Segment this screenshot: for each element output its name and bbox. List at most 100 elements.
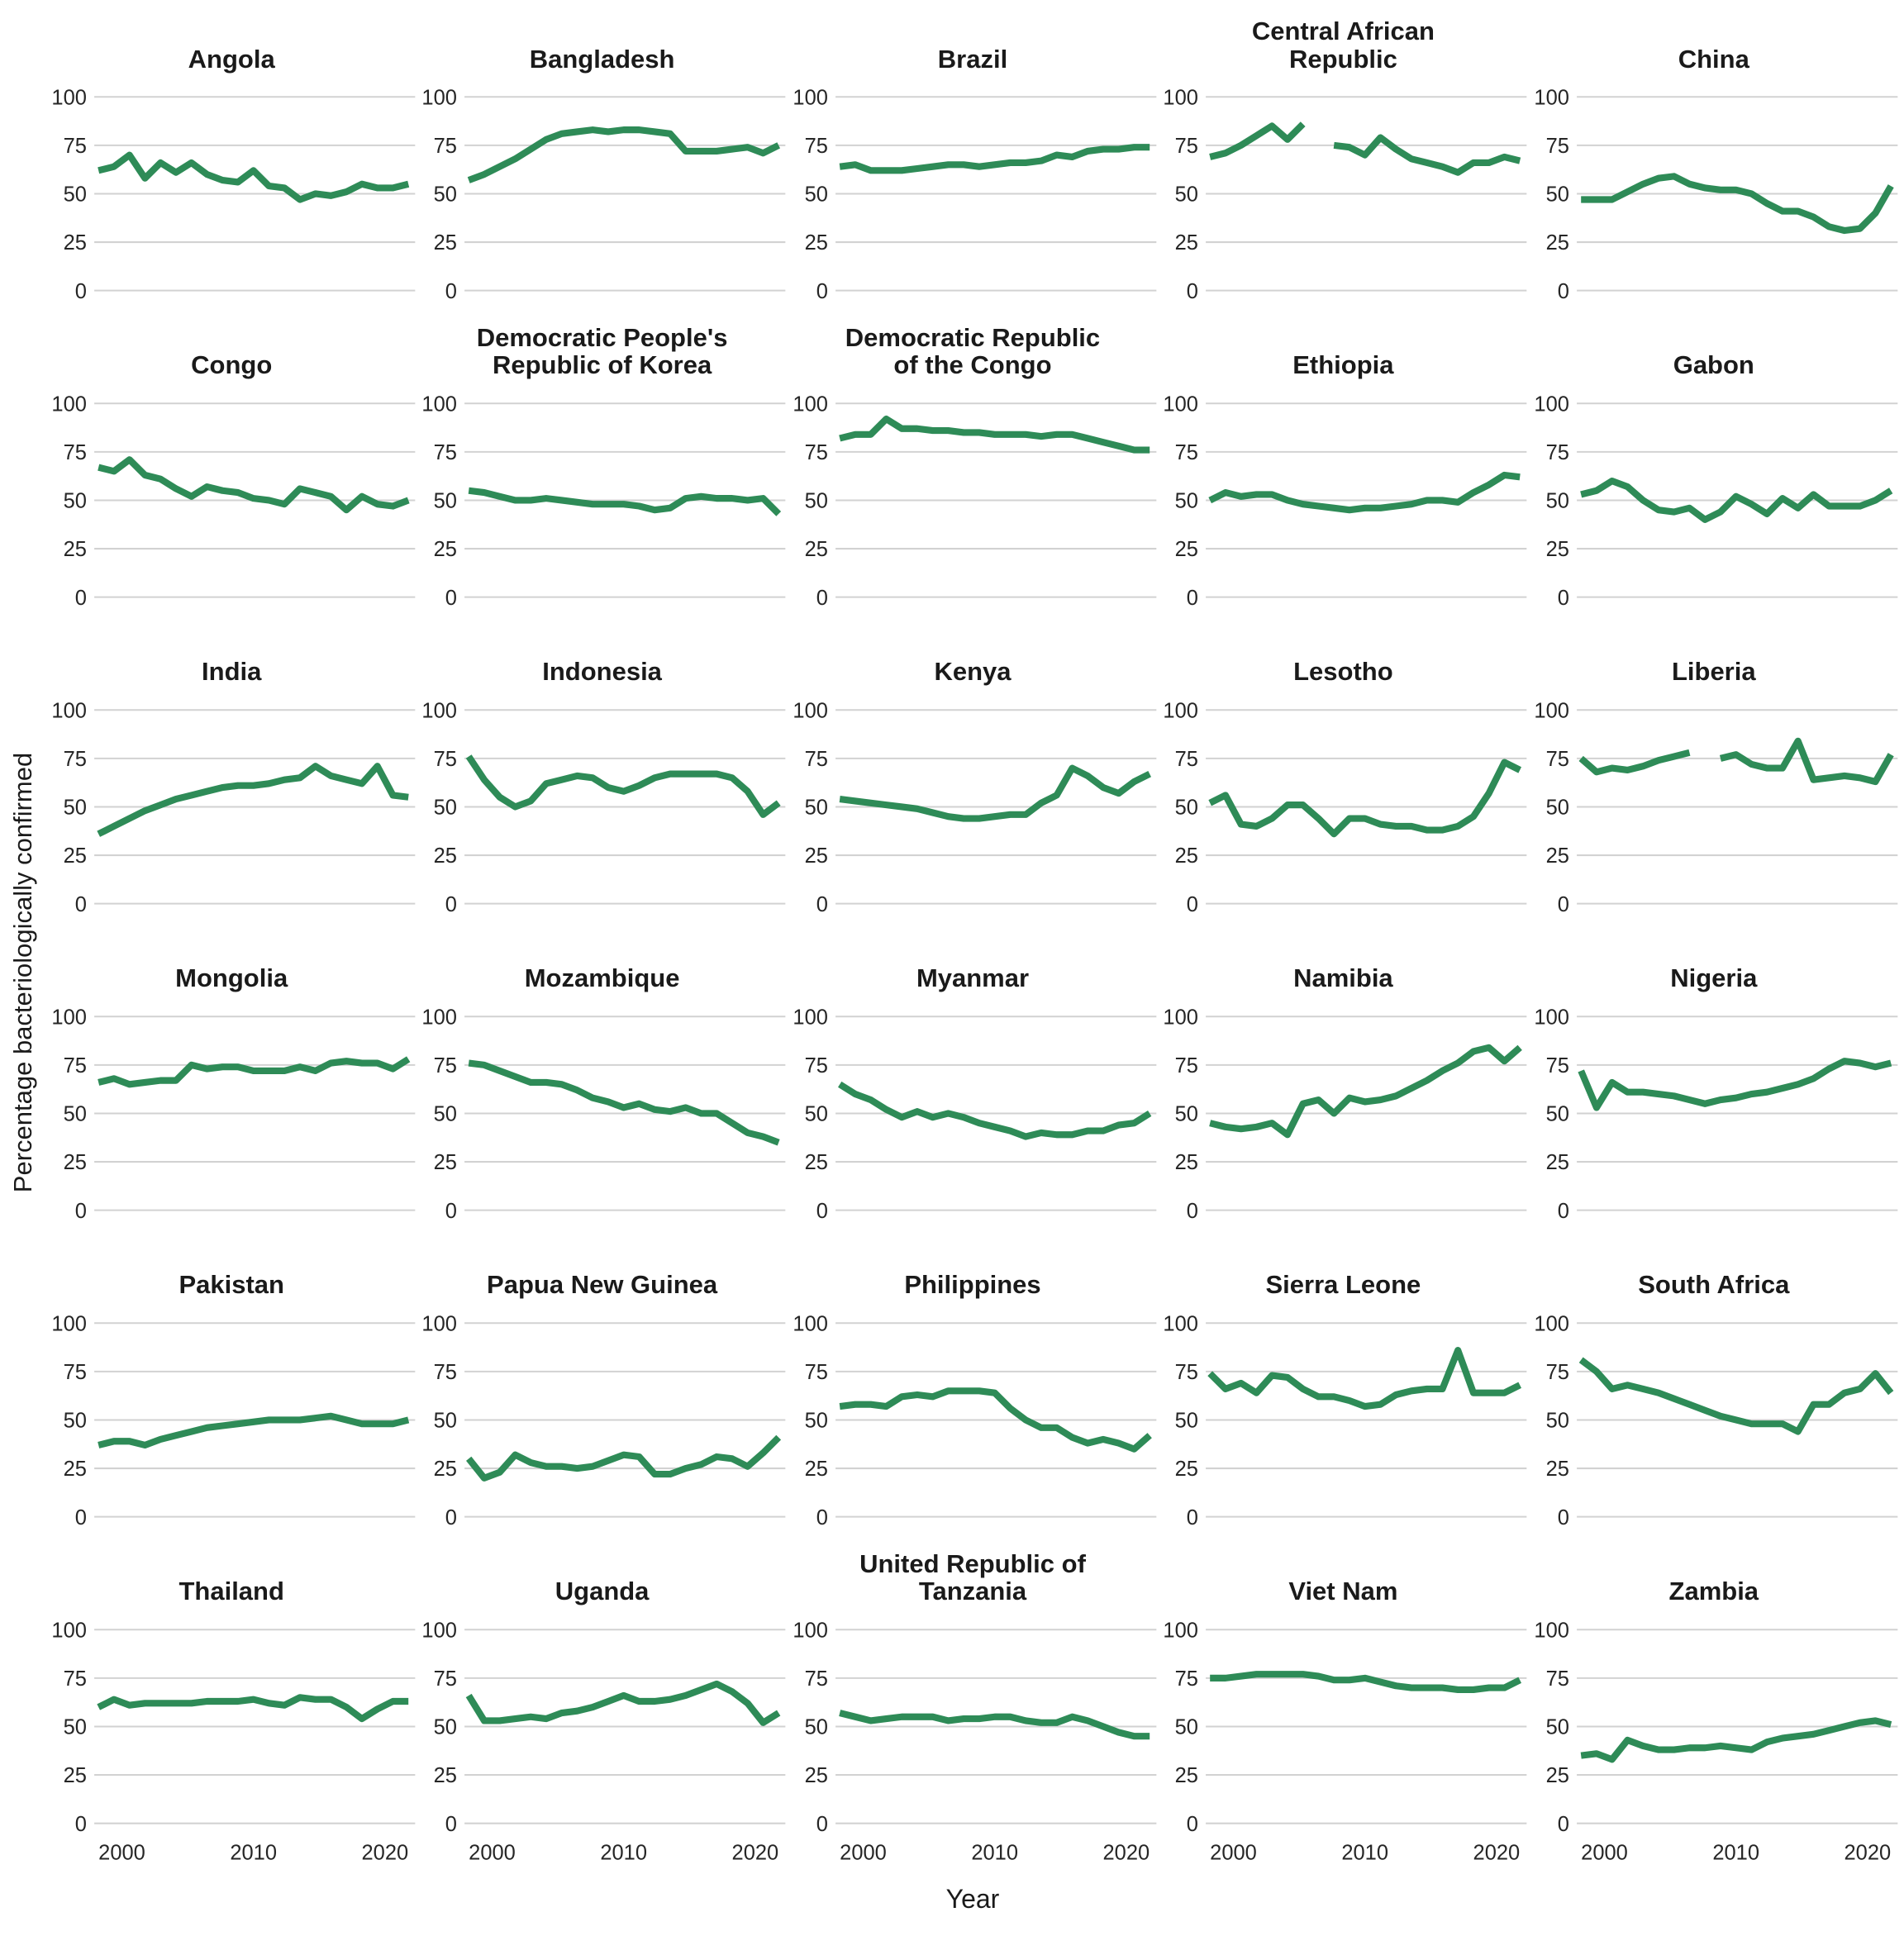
facet-china: China 0 25 50 75 100 xyxy=(1529,8,1899,303)
y-tick-label: 100 xyxy=(793,1312,828,1335)
facet-zambia: Zambia 0 25 50 75 100 2000 2010 2020 xyxy=(1529,1541,1899,1870)
line-chart-svg: 0 25 50 75 100 xyxy=(51,392,416,610)
facet-angola: Angola 0 25 50 75 100 xyxy=(46,8,416,303)
y-tick-label: 0 xyxy=(75,280,87,303)
y-tick-label: 50 xyxy=(1175,797,1198,820)
line-chart-svg: 0 25 50 75 100 xyxy=(422,1312,786,1529)
y-tick-label: 25 xyxy=(804,1151,827,1174)
y-tick-label: 50 xyxy=(64,1715,87,1739)
y-tick-label: 75 xyxy=(1175,748,1198,771)
y-tick-label: 25 xyxy=(804,1458,827,1481)
y-tick-label: 25 xyxy=(804,1764,827,1787)
y-tick-label: 100 xyxy=(51,392,86,416)
facet-uganda: Uganda 0 25 50 75 100 2000 2010 2020 xyxy=(416,1541,787,1870)
facet-philippines: Philippines 0 25 50 75 100 xyxy=(788,1234,1158,1529)
y-tick-label: 25 xyxy=(1545,1151,1568,1174)
y-axis-label-column: Percentage bacteriologically confirmed xyxy=(0,8,46,1936)
line-chart-svg: 0 25 50 75 100 xyxy=(1164,699,1527,916)
y-tick-label: 75 xyxy=(804,1667,827,1691)
data-line xyxy=(1208,471,1521,514)
y-tick-label: 25 xyxy=(804,231,827,254)
x-tick-label: 2000 xyxy=(1210,1841,1257,1864)
y-tick-label: 75 xyxy=(1545,1361,1568,1384)
facet-title: Central African Republic xyxy=(1251,17,1435,74)
y-tick-label: 50 xyxy=(1545,183,1568,207)
x-tick-label: 2020 xyxy=(732,1841,779,1864)
line-chart-svg: 0 25 50 75 100 xyxy=(422,392,786,610)
data-line xyxy=(837,1081,1152,1140)
y-tick-label: 75 xyxy=(434,1667,457,1691)
y-tick-label: 100 xyxy=(1164,1619,1199,1642)
y-tick-label: 0 xyxy=(1557,1813,1568,1836)
y-tick-label: 75 xyxy=(1175,135,1198,158)
facet-title: Uganda xyxy=(555,1577,650,1606)
y-tick-label: 0 xyxy=(816,1813,828,1836)
facets-grid: Angola 0 25 50 75 100 Bangladesh 0 25 50 75 100 Braz… xyxy=(46,8,1899,1869)
y-tick-label: 25 xyxy=(804,844,827,868)
line-chart-svg: 0 25 50 75 100 2000 2010 2020 xyxy=(1164,1619,1527,1864)
line-chart-svg: 0 25 50 75 100 xyxy=(793,392,1157,610)
line-chart-svg: 0 25 50 75 100 xyxy=(793,699,1157,916)
y-tick-label: 100 xyxy=(51,1006,86,1029)
y-tick-label: 0 xyxy=(445,1506,457,1529)
y-tick-label: 100 xyxy=(422,392,458,416)
line-chart-svg: 0 25 50 75 100 xyxy=(422,86,786,303)
facet-bangladesh: Bangladesh 0 25 50 75 100 xyxy=(416,8,787,303)
line-chart-svg: 0 25 50 75 100 xyxy=(793,1312,1157,1529)
facet-title: India xyxy=(202,657,262,687)
y-tick-label: 0 xyxy=(75,1506,87,1529)
y-tick-label: 25 xyxy=(64,538,87,561)
facet-india: India 0 25 50 75 100 xyxy=(46,621,416,916)
y-tick-label: 0 xyxy=(445,280,457,303)
x-tick-label: 2010 xyxy=(601,1841,648,1864)
y-tick-label: 75 xyxy=(1175,441,1198,464)
facet-thailand: Thailand 0 25 50 75 100 2000 2010 2020 xyxy=(46,1541,416,1870)
data-line xyxy=(1207,1346,1522,1410)
y-tick-label: 0 xyxy=(1557,893,1568,916)
y-tick-label: 100 xyxy=(1534,1006,1569,1029)
y-tick-label: 25 xyxy=(64,1458,87,1481)
facet-title: Liberia xyxy=(1671,657,1756,687)
data-line xyxy=(98,1056,411,1088)
facet-south-africa: South Africa 0 25 50 75 100 xyxy=(1529,1234,1899,1529)
y-tick-label: 75 xyxy=(1175,1054,1198,1077)
y-tick-label: 25 xyxy=(1545,844,1568,868)
y-tick-label: 0 xyxy=(1187,1200,1198,1223)
y-tick-label: 50 xyxy=(1545,1715,1568,1739)
y-tick-label: 25 xyxy=(1545,1764,1568,1787)
x-tick-label: 2010 xyxy=(1712,1841,1759,1864)
y-tick-label: 75 xyxy=(1175,1667,1198,1691)
y-tick-label: 25 xyxy=(1175,1764,1198,1787)
line-chart-svg: 0 25 50 75 100 xyxy=(422,699,786,916)
y-tick-label: 0 xyxy=(1557,1200,1568,1223)
facet-title: Ethiopia xyxy=(1292,350,1394,380)
facet-gabon: Gabon 0 25 50 75 100 xyxy=(1529,315,1899,610)
y-tick-label: 75 xyxy=(1545,1667,1568,1691)
facet-mongolia: Mongolia 0 25 50 75 100 xyxy=(46,928,416,1223)
data-line xyxy=(469,1059,781,1146)
y-tick-label: 100 xyxy=(1164,392,1199,416)
y-tick-label: 25 xyxy=(434,1151,457,1174)
facet-title: Nigeria xyxy=(1670,963,1758,993)
facet-title: Democratic People's Republic of Korea xyxy=(476,323,728,380)
y-tick-label: 100 xyxy=(51,86,86,109)
y-tick-label: 100 xyxy=(51,1312,86,1335)
line-chart-svg: 0 25 50 75 100 xyxy=(1164,1312,1527,1529)
facet-viet-nam: Viet Nam 0 25 50 75 100 2000 2010 2020 xyxy=(1158,1541,1528,1870)
facet-ethiopia: Ethiopia 0 25 50 75 100 xyxy=(1158,315,1528,610)
facet-title: Congo xyxy=(191,350,273,380)
data-line xyxy=(1719,737,1894,785)
y-tick-label: 75 xyxy=(434,748,457,771)
y-tick-label: 25 xyxy=(64,231,87,254)
y-tick-label: 25 xyxy=(434,1764,457,1787)
y-axis-label: Percentage bacteriologically confirmed xyxy=(8,752,38,1192)
y-tick-label: 100 xyxy=(1534,392,1569,416)
facet-papua-new-guinea: Papua New Guinea 0 25 50 75 100 xyxy=(416,1234,787,1529)
y-tick-label: 75 xyxy=(1545,1054,1568,1077)
x-tick-label: 2010 xyxy=(971,1841,1018,1864)
data-line xyxy=(1210,1670,1522,1693)
x-tick-label: 2000 xyxy=(469,1841,516,1864)
facet-title: Mozambique xyxy=(524,963,680,993)
y-tick-label: 75 xyxy=(64,1361,87,1384)
y-tick-label: 50 xyxy=(64,1409,87,1432)
